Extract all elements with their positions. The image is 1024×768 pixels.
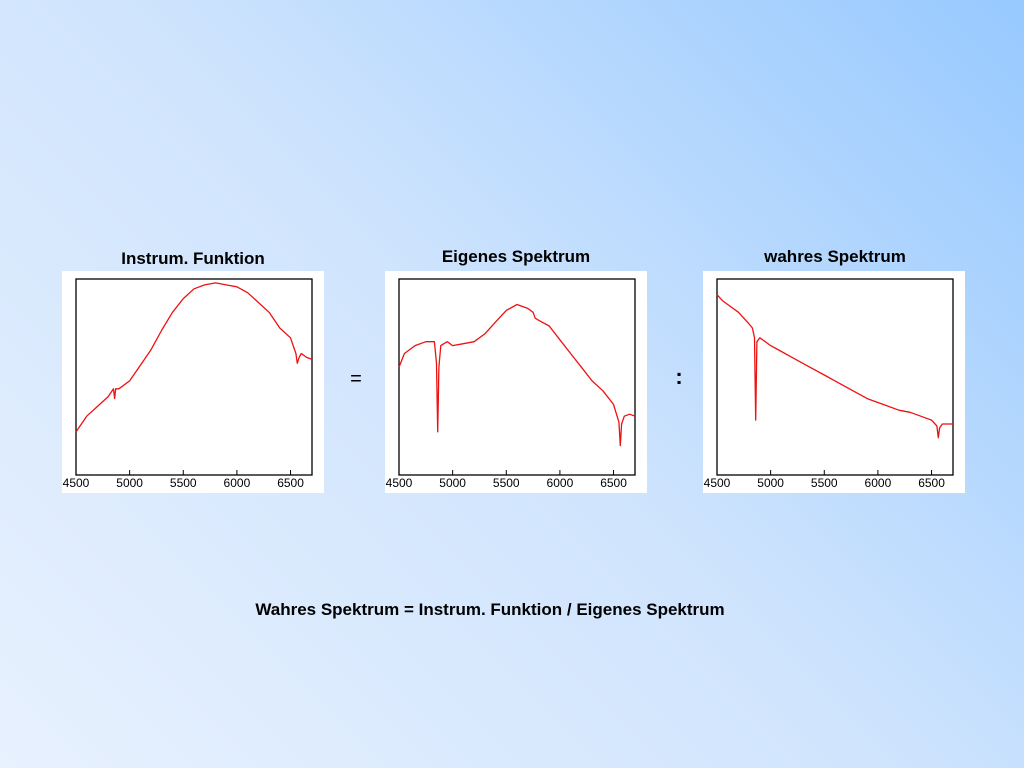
- x-tick-label: 4500: [63, 476, 90, 490]
- x-tick-label: 4500: [704, 476, 731, 490]
- formula-text: Wahres Spektrum = Instrum. Funktion / Ei…: [255, 600, 725, 619]
- series-line: [716, 294, 953, 439]
- chart-instrum-svg: 4500 5000 5500 6000 6500: [63, 278, 313, 490]
- chart-title-eigenes: Eigenes Spektrum: [441, 247, 591, 266]
- x-tick-label: 5500: [170, 476, 197, 490]
- x-tick-label: 6500: [277, 476, 304, 490]
- x-tick-label: 5000: [757, 476, 784, 490]
- x-tick-label: 6500: [600, 476, 627, 490]
- x-tick-label: 5000: [439, 476, 466, 490]
- plot-frame: [716, 278, 954, 476]
- series-line: [398, 303, 636, 447]
- chart-wahres-svg: 4500 5000 5500 6000 6500: [704, 278, 954, 490]
- x-tick-label: 6000: [224, 476, 251, 490]
- chart-wahres: 4500 5000 5500 6000 6500: [703, 271, 965, 493]
- x-tick-label: 5000: [116, 476, 143, 490]
- chart-eigenes-svg: 4500 5000 5500 6000 6500: [386, 278, 636, 490]
- plot-frame: [75, 278, 313, 476]
- chart-title-instrum: Instrum. Funktion: [121, 249, 265, 268]
- chart-instrum: 4500 5000 5500 6000 6500: [62, 271, 324, 493]
- x-tick-label: 6500: [918, 476, 945, 490]
- x-tick-label: 5500: [493, 476, 520, 490]
- chart-title-wahres: wahres Spektrum: [764, 247, 906, 266]
- x-tick-label: 6000: [547, 476, 574, 490]
- x-tick-label: 6000: [865, 476, 892, 490]
- division-sign: :: [675, 364, 683, 389]
- series-line: [75, 282, 313, 433]
- chart-eigenes: 4500 5000 5500 6000 6500: [385, 271, 647, 493]
- equals-sign: =: [350, 368, 362, 390]
- plot-frame: [398, 278, 636, 476]
- x-tick-label: 5500: [811, 476, 838, 490]
- x-tick-label: 4500: [386, 476, 413, 490]
